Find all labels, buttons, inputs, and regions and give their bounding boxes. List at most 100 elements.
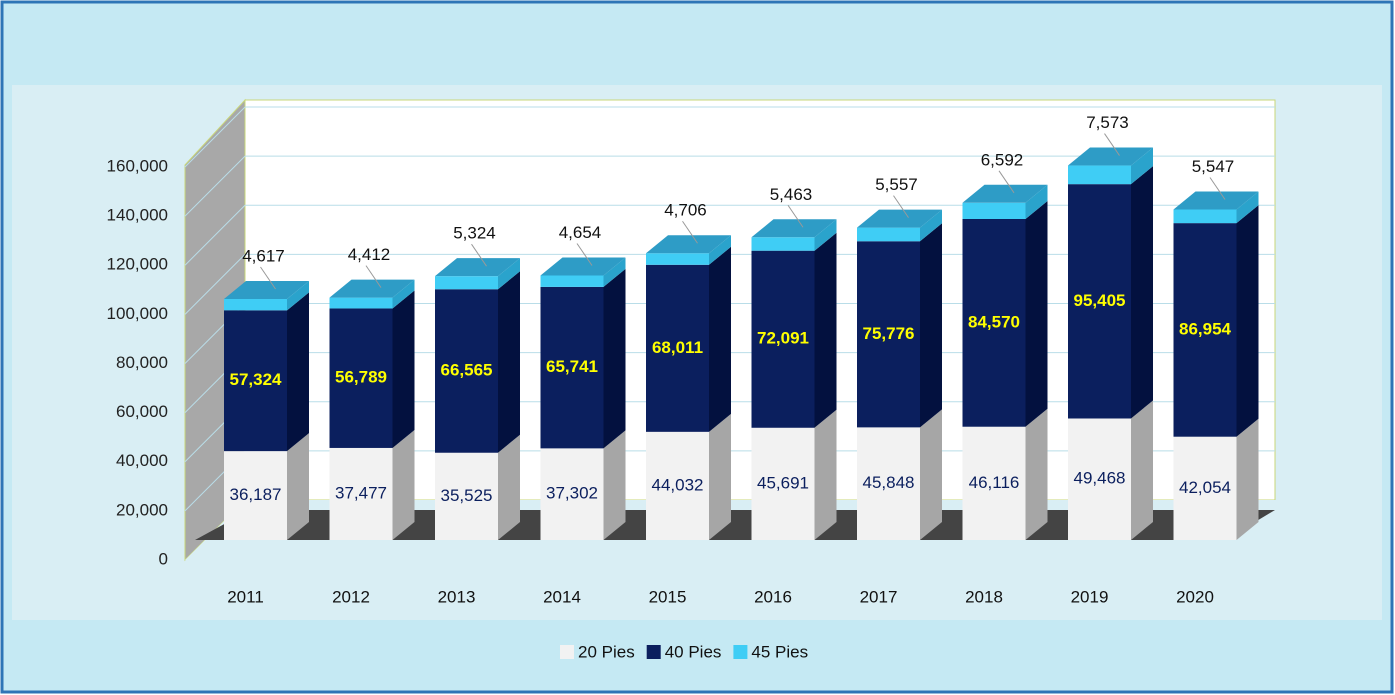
leader-line: [365, 265, 382, 288]
value-label: 35,525: [441, 486, 493, 505]
bar-side: [920, 223, 942, 428]
bar: [962, 426, 1026, 540]
grid-line: [184, 106, 246, 168]
bar: [540, 448, 604, 540]
y-tick-label: 40,000: [116, 451, 168, 470]
bar: [1068, 165, 1131, 185]
value-label: 49,468: [1074, 469, 1126, 488]
value-label: 72,091: [757, 329, 809, 348]
bar: [857, 427, 920, 540]
bar-side: [287, 433, 309, 540]
bar-top: [646, 235, 731, 254]
bar-side: [603, 268, 626, 449]
bar-side: [392, 290, 415, 448]
bar-side: [814, 409, 837, 540]
value-label: 5,324: [453, 224, 496, 243]
value-label: 6,592: [981, 150, 1024, 169]
leader-line: [682, 220, 698, 244]
bar: [857, 241, 920, 428]
y-tick-label: 0: [159, 549, 168, 568]
value-label: 45,691: [757, 473, 809, 492]
bar-top: [435, 258, 520, 277]
value-label: 46,116: [969, 473, 1020, 492]
y-tick-label: 100,000: [107, 304, 168, 323]
bar: [435, 289, 498, 453]
x-tick-label: 2015: [649, 587, 687, 606]
grid-line: [184, 155, 246, 217]
x-tick-label: 2014: [543, 587, 581, 606]
bar: [1173, 436, 1237, 540]
bar-side: [709, 413, 731, 540]
value-label: 37,477: [335, 483, 387, 502]
value-label: 44,032: [652, 475, 704, 494]
bar-side: [498, 258, 520, 290]
bar: [751, 427, 815, 540]
value-label: 95,405: [1074, 291, 1126, 310]
bar: [1173, 209, 1237, 224]
value-label: 84,570: [968, 312, 1020, 331]
x-tick-label: 2018: [965, 587, 1003, 606]
x-tick-label: 2012: [332, 587, 370, 606]
bar: [1173, 223, 1237, 437]
bar-side: [603, 430, 626, 540]
grid-line: [184, 254, 246, 315]
bar: [329, 297, 393, 309]
bar-top: [224, 280, 309, 299]
bar-side: [1236, 191, 1259, 224]
bar-side: [1025, 408, 1048, 540]
y-tick-label: 160,000: [107, 156, 168, 175]
bar: [540, 286, 604, 449]
value-label: 5,557: [875, 175, 918, 194]
bar: [751, 237, 815, 251]
value-label: 37,302: [546, 484, 598, 503]
legend-swatch: [733, 645, 748, 659]
value-label: 57,324: [230, 370, 283, 389]
value-label: 56,789: [335, 368, 387, 387]
value-label: 65,741: [546, 357, 598, 376]
bar-side: [498, 271, 520, 453]
bar: [857, 227, 920, 242]
bar: [1068, 184, 1131, 419]
bar-side: [920, 409, 942, 540]
legend-swatch: [560, 645, 574, 659]
y-tick-label: 80,000: [116, 353, 168, 372]
value-label: 45,848: [863, 473, 915, 492]
y-tick-label: 140,000: [107, 206, 168, 225]
bar-side: [920, 209, 942, 242]
leader-line: [471, 243, 487, 267]
x-tick-label: 2019: [1071, 587, 1109, 606]
bar-side: [709, 246, 731, 432]
bar: [751, 250, 815, 428]
bar-top: [329, 279, 415, 298]
value-label: 42,054: [1179, 478, 1231, 497]
bar-side: [498, 434, 520, 540]
bar: [646, 264, 709, 432]
bar: [435, 276, 498, 290]
bar: [540, 275, 604, 287]
leader-line: [1104, 133, 1120, 156]
bar-side: [603, 257, 626, 287]
bar-side: [814, 219, 837, 251]
bar-side: [1236, 205, 1259, 437]
legend-swatch: [646, 645, 661, 659]
leader-line: [998, 170, 1015, 194]
bar: [329, 308, 393, 448]
bar-top: [540, 257, 626, 276]
grid-line: [184, 204, 246, 266]
value-label: 4,654: [559, 223, 602, 242]
bar: [329, 447, 393, 540]
bar-side: [1131, 147, 1153, 185]
bar-side: [1131, 166, 1153, 419]
x-tick-label: 2020: [1176, 587, 1214, 606]
value-label: 36,187: [230, 485, 282, 504]
bar: [1068, 418, 1131, 540]
bar-top: [962, 184, 1048, 203]
value-label: 86,954: [1179, 319, 1232, 338]
bar-side: [392, 429, 415, 540]
bar-top: [1068, 147, 1153, 166]
value-label: 5,463: [770, 185, 813, 204]
value-label: 66,565: [441, 360, 493, 379]
y-tick-label: 20,000: [116, 500, 168, 519]
x-tick-label: 2013: [438, 587, 476, 606]
bar-side: [1131, 400, 1153, 540]
